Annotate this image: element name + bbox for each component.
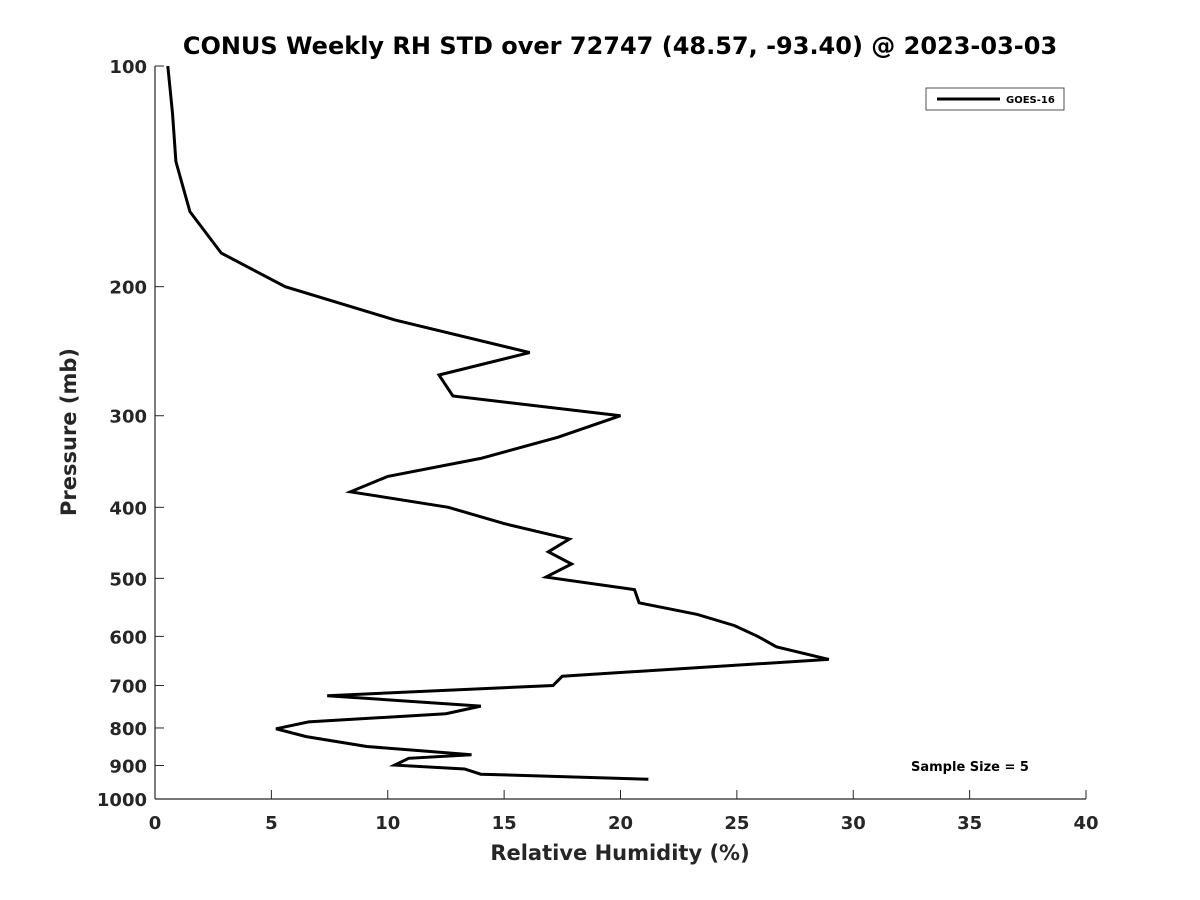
- y-axis-label: Pressure (mb): [57, 348, 81, 516]
- y-tick-label: 800: [109, 719, 147, 740]
- x-tick-label: 0: [149, 813, 162, 834]
- legend: GOES-16: [925, 87, 1065, 111]
- y-tick-label: 100: [109, 57, 147, 78]
- y-tick-label: 300: [109, 407, 147, 428]
- y-tick-label: 1000: [97, 790, 147, 811]
- series-line-goes-16: [166, 65, 830, 781]
- x-tick-label: 5: [265, 813, 278, 834]
- x-axis-ticks: 0 5 10 15 20 25 30 35 40: [149, 790, 1099, 834]
- legend-label-goes-16: GOES-16: [1006, 95, 1055, 106]
- x-tick-label: 25: [724, 813, 749, 834]
- x-axis-label: Relative Humidity (%): [490, 841, 749, 865]
- x-tick-label: 35: [957, 813, 982, 834]
- x-tick-label: 10: [375, 813, 400, 834]
- x-tick-label: 15: [492, 813, 517, 834]
- sample-size-annotation: Sample Size = 5: [911, 760, 1029, 775]
- x-tick-label: 30: [841, 813, 866, 834]
- y-axis-ticks: 100 200 300 400 500 600 700 800 900 1000: [97, 57, 164, 811]
- x-tick-label: 40: [1073, 813, 1098, 834]
- x-tick-label: 20: [608, 813, 633, 834]
- y-tick-label: 200: [109, 278, 147, 299]
- y-tick-label: 400: [109, 498, 147, 519]
- y-tick-label: 900: [109, 756, 147, 777]
- y-tick-label: 500: [109, 569, 147, 590]
- series-group: [166, 65, 830, 781]
- y-tick-label: 700: [109, 676, 147, 697]
- chart-title: CONUS Weekly RH STD over 72747 (48.57, -…: [183, 32, 1057, 60]
- y-tick-label: 600: [109, 627, 147, 648]
